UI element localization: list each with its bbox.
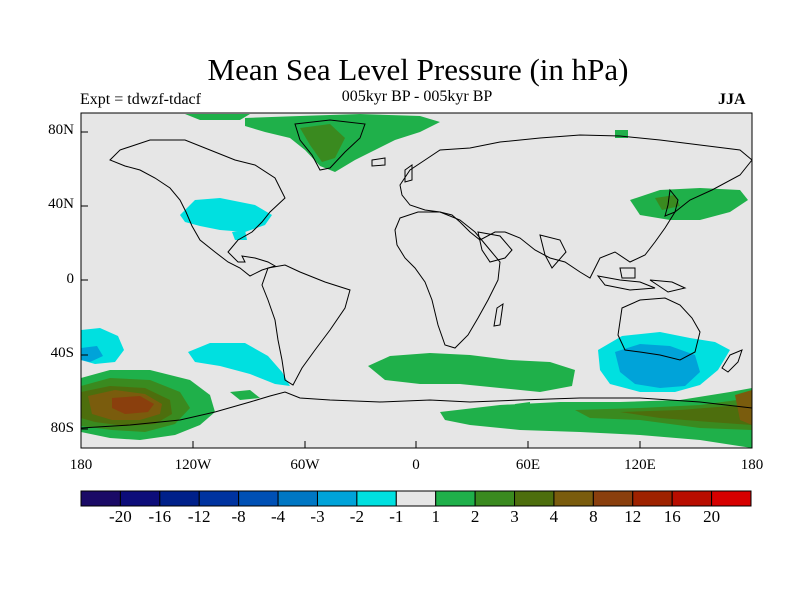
coastline-arabia [477,231,513,263]
coastline-greenland [294,119,366,171]
colorbar-swatch [198,490,240,507]
colorbar-swatch [474,490,516,507]
colorbar-swatch [435,490,476,507]
anomaly-region-se-pacific [188,343,290,386]
colorbar-swatch [711,490,752,507]
anomaly-region-south-pacific-high-core [112,396,154,414]
pressure-anomaly-fill [81,114,752,448]
lon-label-120w: 120W [174,457,212,473]
coastline-indonesia [596,275,656,291]
lat-tick-marks [81,131,88,430]
colorbar-swatch [119,490,161,507]
anomaly-region-australia-core [615,344,700,388]
colorbar-swatch [671,490,713,507]
lat-label-40n: 40N [48,196,74,212]
lat-label-40s: 40S [50,345,74,361]
lon-label-0: 0 [412,457,420,473]
anomaly-region-nw-pacific [630,188,748,220]
colorbar-swatch [80,490,121,507]
colorbar-label: -8 [231,507,246,526]
lon-label-60w: 60W [290,457,320,473]
colorbar-swatch [238,490,279,507]
anomaly-region-south-atlantic [368,353,575,392]
coastline-japan [664,188,679,217]
colorbar-label: 3 [510,507,519,526]
colorbar-label: -20 [109,507,132,526]
anomaly-region-arctic-sliver [185,114,250,120]
colorbar-label: 8 [589,507,598,526]
colorbar-label: 4 [549,507,559,526]
coastline-south-america [261,264,351,386]
colorbar [80,490,752,507]
anomaly-region-antarctic-west [230,390,260,400]
colorbar-label: -1 [389,507,404,526]
coastline-india [539,234,567,269]
colorbar-swatch [553,490,594,507]
period-label: 005kyr BP - 005kyr BP [341,88,493,105]
coastline-uk [404,164,413,183]
colorbar-label: 16 [663,507,681,526]
anomaly-region-japan-core [655,195,680,210]
coastline-north-america [109,139,286,277]
coastline-antarctica [81,391,752,429]
colorbar-swatch [395,490,437,507]
coastline-new-guinea [649,279,687,293]
colorbar-swatch [159,490,200,507]
colorbar-label: -12 [187,507,211,526]
coastlines [81,119,752,429]
coastline-africa [394,211,501,349]
colorbar-label: 20 [703,507,721,526]
colorbar-label: 2 [470,507,480,526]
lon-label-180e: 180 [740,457,764,473]
lon-label-60e: 60E [515,457,541,473]
colorbar-swatch [514,490,555,507]
lon-label-180w: 180 [69,457,93,473]
plot-title: Mean Sea Level Pressure (in hPa) [207,52,629,87]
lon-tick-marks [80,441,753,448]
anomaly-region-antarctic-east [515,402,530,410]
lat-label-0: 0 [66,271,75,287]
colorbar-label: 1 [431,507,440,526]
coastline-madagascar [493,302,504,327]
colorbar-label: -2 [349,507,364,526]
coastline-eurasia [399,134,752,279]
colorbar-swatch [316,490,358,507]
colorbar-label: 12 [624,507,642,526]
season-label: JJA [718,91,746,108]
anomaly-region-sw-pacific-west-core [81,346,103,362]
colorbar-swatch [277,490,318,507]
colorbar-label: -16 [148,507,172,526]
colorbar-swatch [356,490,397,507]
anomaly-region-antarctic-l3 [620,404,752,425]
colorbar-swatch [632,490,673,507]
anomaly-region-greenland-core [300,124,345,162]
coastline-borneo [619,267,636,279]
colorbar-label: -4 [271,507,286,526]
coastline-new-zealand [721,349,743,373]
experiment-label: Expt = tdwzf-tdacf [80,91,201,108]
lat-label-80s: 80S [50,420,74,436]
colorbar-swatch [592,490,634,507]
anomaly-region-north-america [180,198,272,232]
coastline-iceland [371,157,386,167]
lat-label-80n: 80N [48,122,74,138]
coastline-australia [617,297,701,361]
colorbar-label: -3 [310,507,325,526]
lon-label-120e: 120E [624,457,656,473]
